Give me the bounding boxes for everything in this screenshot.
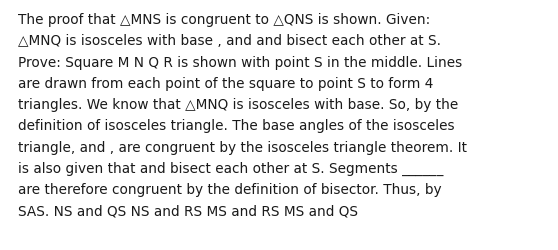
Text: triangles. We know that △MNQ is isosceles with base. So, by the: triangles. We know that △MNQ is isoscele… <box>18 98 458 112</box>
Text: △MNQ is isosceles with base , and and bisect each other at S.: △MNQ is isosceles with base , and and bi… <box>18 34 441 48</box>
Text: The proof that △MNS is congruent to △QNS is shown. Given:: The proof that △MNS is congruent to △QNS… <box>18 13 430 27</box>
Text: are therefore congruent by the definition of bisector. Thus, by: are therefore congruent by the definitio… <box>18 183 441 196</box>
Text: Prove: Square M N Q R is shown with point S in the middle. Lines: Prove: Square M N Q R is shown with poin… <box>18 56 462 69</box>
Text: are drawn from each point of the square to point S to form 4: are drawn from each point of the square … <box>18 76 434 90</box>
Text: is also given that and bisect each other at S. Segments ______: is also given that and bisect each other… <box>18 162 444 175</box>
Text: SAS. NS and QS NS and RS MS and RS MS and QS: SAS. NS and QS NS and RS MS and RS MS an… <box>18 204 358 218</box>
Text: definition of isosceles triangle. The base angles of the isosceles: definition of isosceles triangle. The ba… <box>18 119 455 133</box>
Text: triangle, and , are congruent by the isosceles triangle theorem. It: triangle, and , are congruent by the iso… <box>18 140 467 154</box>
